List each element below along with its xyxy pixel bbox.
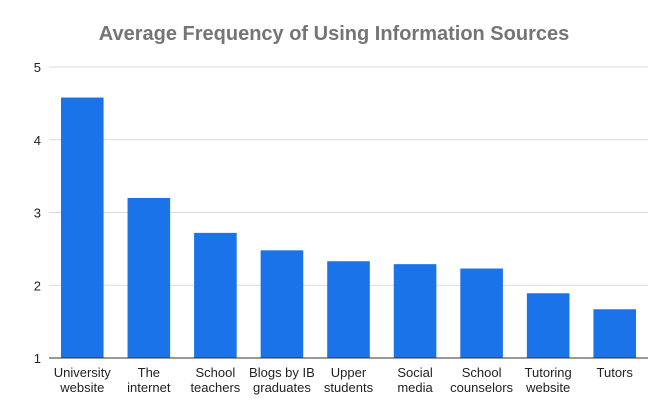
x-category-label: School teachers [190, 365, 240, 395]
y-tick-label: 2 [34, 278, 41, 293]
bar [460, 268, 503, 358]
bar [526, 293, 570, 358]
x-category-label-line: Tutoring [525, 365, 572, 380]
bar [127, 197, 171, 358]
x-category-label-line: School [462, 365, 502, 380]
bar [393, 264, 437, 358]
x-category-label-line: students [324, 380, 374, 395]
y-tick-label: 4 [34, 133, 41, 148]
bar [60, 97, 104, 359]
x-category-label: Tutors [597, 365, 634, 380]
chart-title: Average Frequency of Using Information S… [99, 23, 569, 45]
x-category-label: University website [54, 365, 112, 395]
x-category-label-line: website [525, 380, 570, 395]
x-category-label-line: media [397, 380, 433, 395]
x-category-label-line: The [138, 365, 160, 380]
x-category-label-line: teachers [190, 380, 240, 395]
bars [60, 97, 637, 359]
y-tick-label: 3 [34, 206, 41, 221]
x-category-label-line: internet [127, 380, 171, 395]
x-category-label: Social media [397, 365, 433, 395]
y-tick-label: 1 [34, 351, 41, 366]
x-category-label: Tutoring website [525, 365, 572, 395]
bar [260, 250, 304, 358]
x-category-label-line: University [54, 365, 112, 380]
x-category-label-line: website [59, 380, 104, 395]
y-axis-ticks: 1 2 3 4 5 [34, 60, 41, 366]
x-category-label-line: Blogs by IB [249, 365, 315, 380]
x-category-label-line: Upper [331, 365, 367, 380]
x-category-label: School counselors [450, 365, 513, 395]
x-category-label: Upper students [324, 365, 374, 395]
x-category-label-line: Tutors [597, 365, 634, 380]
x-category-label-line: School [196, 365, 236, 380]
bar [593, 309, 637, 358]
bar [327, 261, 370, 358]
x-category-label: The internet [127, 365, 171, 395]
bar [194, 232, 237, 358]
y-tick-label: 5 [34, 60, 41, 75]
x-category-label: Blogs by IB graduates [249, 365, 315, 395]
x-category-label-line: Social [397, 365, 433, 380]
x-category-label-line: counselors [450, 380, 513, 395]
x-category-label-line: graduates [253, 380, 311, 395]
